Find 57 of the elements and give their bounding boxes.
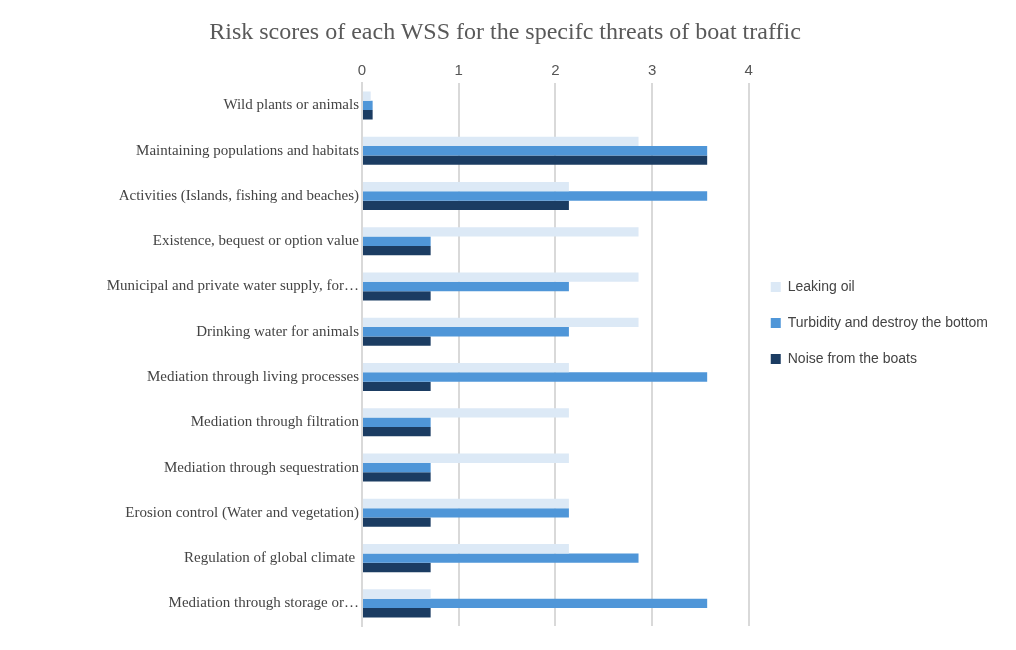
bar xyxy=(363,426,431,437)
bar xyxy=(363,317,639,328)
bar xyxy=(363,472,431,482)
bar xyxy=(363,598,708,609)
x-tick-label: 4 xyxy=(744,60,753,78)
bar xyxy=(363,181,569,192)
bar xyxy=(363,146,708,156)
bar xyxy=(363,363,569,373)
y-tick-label: Mediation through sequestration xyxy=(164,458,360,475)
bar xyxy=(363,508,569,518)
bar xyxy=(363,291,431,301)
bar xyxy=(363,562,431,573)
bar xyxy=(363,91,371,101)
bar xyxy=(363,498,569,509)
y-tick-label: Wild plants or animals xyxy=(223,96,360,113)
y-tick-label: Existence, bequest or option value xyxy=(152,232,360,249)
bar xyxy=(363,281,569,292)
bar xyxy=(363,408,569,418)
legend-label: Turbidity and destroy the bottom xyxy=(787,313,989,330)
y-tick-label: Mediation through filtration xyxy=(190,413,360,430)
bar xyxy=(363,136,639,147)
bar xyxy=(363,272,639,282)
bar xyxy=(363,227,639,237)
x-tick-label: 3 xyxy=(647,60,657,78)
bar xyxy=(363,100,373,111)
y-tick-label: Mediation through storage or… xyxy=(168,594,359,611)
bar xyxy=(363,589,431,599)
y-tick-label: Drinking water for animals xyxy=(196,322,360,339)
bar xyxy=(363,236,431,246)
y-tick-label: Mediation through living processes xyxy=(146,367,360,384)
x-tick-label: 0 xyxy=(357,60,367,78)
bar xyxy=(363,245,431,256)
bar xyxy=(363,453,569,463)
bar xyxy=(363,381,431,392)
bar xyxy=(363,544,569,554)
bar xyxy=(363,110,373,120)
bar xyxy=(363,517,431,527)
bar xyxy=(363,417,431,427)
y-tick-label: Regulation of global climate xyxy=(184,549,359,566)
bar xyxy=(363,553,639,563)
legend-label: Leaking oil xyxy=(787,277,855,294)
bar xyxy=(363,372,708,382)
bar xyxy=(363,200,569,210)
legend-label: Noise from the boats xyxy=(787,349,917,366)
y-tick-label: Activities (Islands, fishing and beaches) xyxy=(118,186,359,204)
chart-title: Risk scores of each WSS for the specifc threats of boat traffic xyxy=(209,17,801,44)
bar xyxy=(363,608,431,618)
bar xyxy=(363,191,708,201)
y-tick-label: Erosion control (Water and vegetation) xyxy=(125,503,359,521)
bar xyxy=(363,462,431,473)
x-tick-label: 2 xyxy=(551,60,560,78)
x-tick-label: 1 xyxy=(454,60,463,78)
bar xyxy=(363,327,569,337)
bar xyxy=(363,336,431,346)
bar xyxy=(363,155,708,165)
y-tick-label: Maintaining populations and habitats xyxy=(136,141,360,158)
y-tick-label: Municipal and private water supply, for… xyxy=(106,277,359,294)
